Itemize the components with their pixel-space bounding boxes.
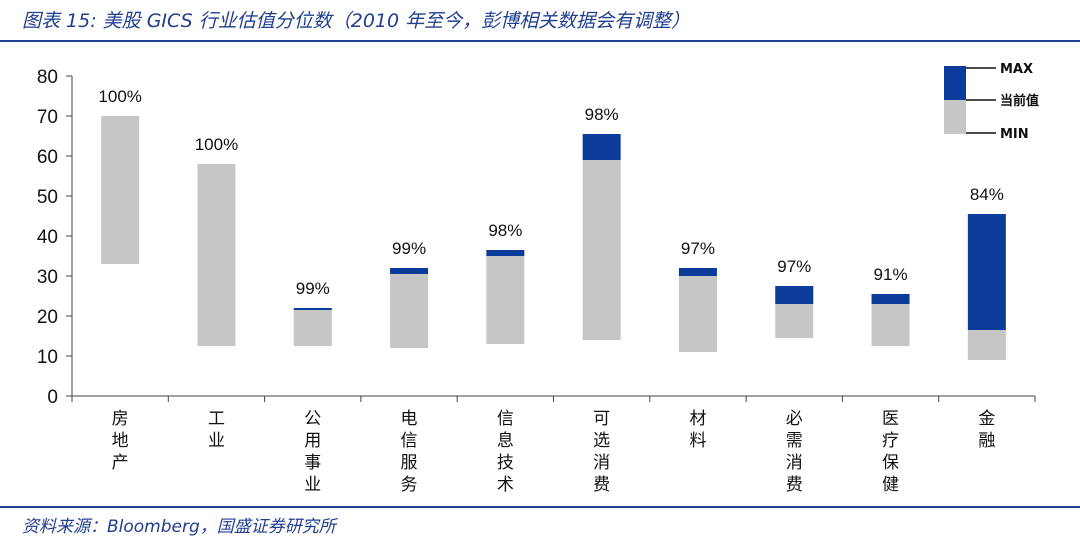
bar-min-to-current xyxy=(678,276,717,352)
category-label-char: 电 xyxy=(401,409,418,429)
bars xyxy=(101,116,1006,360)
category-label-char: 服 xyxy=(401,453,418,473)
category-label-char: 疗 xyxy=(882,431,899,451)
legend-label-min: MIN xyxy=(1000,127,1029,142)
category-label-char: 信 xyxy=(401,431,418,451)
category-label-char: 必 xyxy=(786,409,803,429)
category-label-char: 金 xyxy=(978,409,995,429)
bar-current-to-max xyxy=(486,250,525,256)
category-label-char: 息 xyxy=(497,431,514,451)
percentile-label: 99% xyxy=(296,279,330,298)
percentile-label: 98% xyxy=(585,105,619,124)
bar-min-to-current xyxy=(101,116,140,264)
y-tick-label: 50 xyxy=(37,187,58,208)
category-label-char: 保 xyxy=(882,453,899,473)
bar-current-to-max xyxy=(582,134,621,160)
legend-label-max: MAX xyxy=(1000,62,1033,77)
bar-current-to-max xyxy=(775,286,814,304)
y-tick-label: 0 xyxy=(47,387,58,408)
category-label-char: 务 xyxy=(401,475,418,495)
category-label-char: 业 xyxy=(304,475,321,495)
bar-min-to-current xyxy=(293,310,332,346)
category-label-char: 料 xyxy=(689,431,706,451)
percentile-label: 100% xyxy=(195,135,238,154)
category-label-char: 融 xyxy=(978,431,995,451)
percentile-label: 100% xyxy=(98,87,141,106)
category-label-char: 消 xyxy=(786,453,803,473)
percentile-label: 91% xyxy=(874,265,908,284)
category-label-char: 技 xyxy=(497,453,514,473)
category-label-char: 用 xyxy=(304,431,321,451)
bar-current-to-max xyxy=(871,294,910,304)
y-tick-label: 10 xyxy=(37,347,58,368)
category-label-char: 材 xyxy=(689,409,706,429)
source-rule xyxy=(0,506,1080,508)
category-label-char: 术 xyxy=(497,475,514,495)
bar-min-to-current xyxy=(871,304,910,346)
category-label-char: 工 xyxy=(208,409,225,429)
source-note: 资料来源：Bloomberg，国盛证券研究所 xyxy=(22,517,336,537)
bar-current-to-max xyxy=(293,308,332,310)
legend-max-swatch xyxy=(944,66,966,100)
legend: MAX 当前值 MIN xyxy=(944,62,1039,142)
figure-title: 图表 15: 美股 GICS 行业估值分位数（2010 年至今，彭博相关数据会有… xyxy=(22,10,691,32)
category-label-char: 需 xyxy=(786,431,803,451)
title-rule xyxy=(0,40,1080,42)
bar-min-to-current xyxy=(197,164,236,346)
axes: 0 10 20 30 40 50 60 70 80 xyxy=(37,67,1036,408)
bar-min-to-current xyxy=(582,160,621,340)
percentile-label: 98% xyxy=(488,221,522,240)
category-label-char: 公 xyxy=(304,409,321,429)
category-label-char: 产 xyxy=(112,453,129,473)
percentile-label: 99% xyxy=(392,239,426,258)
bar-min-to-current xyxy=(967,330,1006,360)
category-label-char: 地 xyxy=(112,431,129,451)
y-tick-label: 70 xyxy=(37,107,58,128)
category-label-char: 可 xyxy=(593,409,610,429)
percentile-label: 97% xyxy=(681,239,715,258)
bar-min-to-current xyxy=(390,274,429,348)
category-label-char: 费 xyxy=(786,475,803,495)
y-tick-label: 30 xyxy=(37,267,58,288)
legend-min-swatch xyxy=(944,100,966,134)
category-label-char: 房 xyxy=(112,409,129,429)
category-label-char: 选 xyxy=(593,431,610,451)
bar-min-to-current xyxy=(775,304,814,338)
bar-current-to-max xyxy=(967,214,1006,330)
category-label-char: 信 xyxy=(497,409,514,429)
category-label-char: 消 xyxy=(593,453,610,473)
y-tick-label: 40 xyxy=(37,227,58,248)
category-label-char: 业 xyxy=(208,431,225,451)
category-label-char: 医 xyxy=(882,409,899,429)
percentile-label: 84% xyxy=(970,185,1004,204)
percentile-labels: 100% 100% 99% 99% 98% 98% 97% 97% 91% 84% xyxy=(98,87,1003,298)
bar-current-to-max xyxy=(678,268,717,276)
legend-label-current: 当前值 xyxy=(1000,93,1039,109)
y-tick-label: 20 xyxy=(37,307,58,328)
bar-current-to-max xyxy=(390,268,429,274)
category-label-char: 事 xyxy=(304,453,321,473)
percentile-label: 97% xyxy=(777,257,811,276)
category-label-char: 健 xyxy=(882,475,899,495)
y-tick-label: 80 xyxy=(37,67,58,88)
y-tick-label: 60 xyxy=(37,147,58,168)
bar-min-to-current xyxy=(486,256,525,344)
category-label-char: 费 xyxy=(593,475,610,495)
